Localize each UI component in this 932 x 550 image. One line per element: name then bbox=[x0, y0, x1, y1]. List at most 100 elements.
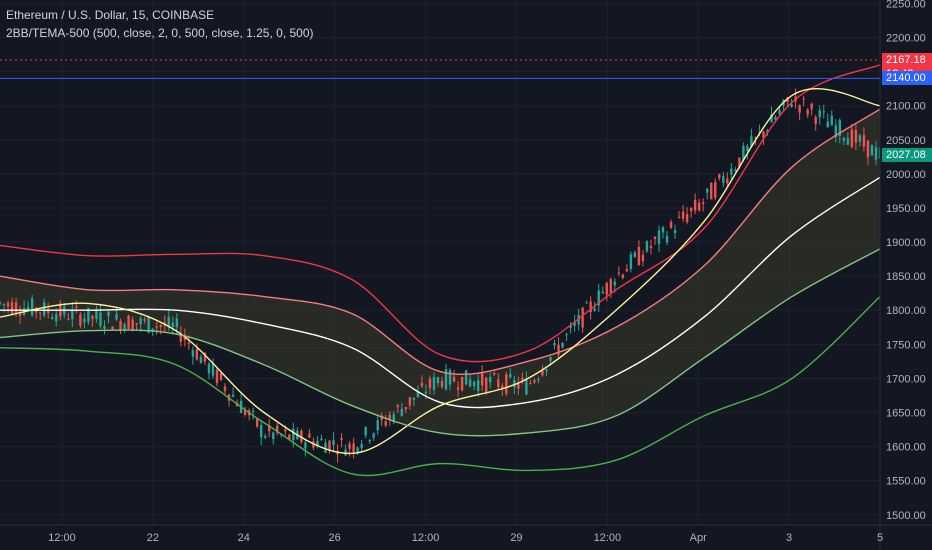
candle-body bbox=[645, 241, 649, 252]
candle-body bbox=[332, 440, 335, 446]
candle-body bbox=[147, 316, 150, 333]
candle-body bbox=[525, 379, 528, 395]
y-tick-label: 2050.00 bbox=[886, 135, 926, 147]
alert-line-price-tag[interactable]: 2140.00 bbox=[882, 71, 932, 86]
candle-body bbox=[195, 349, 199, 360]
candle-body bbox=[589, 301, 592, 313]
candle-body bbox=[750, 136, 753, 147]
candle-body bbox=[272, 432, 275, 439]
candle-body bbox=[444, 369, 448, 390]
indicator-line-5 bbox=[0, 296, 881, 477]
candle-body bbox=[742, 145, 745, 161]
indicator-line-3 bbox=[0, 87, 881, 455]
candle-body bbox=[637, 246, 641, 266]
candle-body bbox=[846, 138, 850, 145]
candle-body bbox=[139, 318, 142, 325]
candle-body bbox=[866, 140, 870, 158]
candle-body bbox=[830, 115, 833, 126]
candle-body bbox=[625, 268, 629, 272]
candle-body bbox=[107, 311, 110, 317]
candle-body bbox=[597, 290, 600, 306]
indicator-line-1 bbox=[0, 108, 881, 375]
candle-body bbox=[681, 211, 685, 219]
candle-body bbox=[489, 377, 492, 383]
candle-body bbox=[613, 281, 616, 286]
y-tick-label: 1900.00 bbox=[886, 237, 926, 249]
candle-body bbox=[476, 380, 480, 391]
candle-body bbox=[179, 334, 183, 342]
x-tick-label: 24 bbox=[238, 532, 250, 544]
candle-body bbox=[653, 236, 657, 239]
candle-body bbox=[95, 310, 98, 319]
candle-body bbox=[673, 229, 677, 234]
candle-body bbox=[762, 131, 765, 138]
candle-body bbox=[207, 363, 211, 374]
candle-body bbox=[388, 414, 391, 419]
y-tick-label: 1700.00 bbox=[886, 373, 926, 385]
candle-body bbox=[464, 370, 468, 385]
candle-body bbox=[83, 318, 86, 323]
y-tick-label: 2200.00 bbox=[886, 33, 926, 45]
candle-body bbox=[497, 379, 500, 388]
candle-body bbox=[103, 326, 106, 329]
candle-body bbox=[428, 378, 432, 388]
candle-body bbox=[633, 252, 637, 257]
candle-body bbox=[697, 202, 701, 211]
candle-body bbox=[55, 313, 58, 322]
candle-body bbox=[10, 302, 14, 314]
candle-body bbox=[167, 316, 170, 328]
x-tick-label: 3 bbox=[786, 532, 792, 544]
candle-body bbox=[452, 376, 456, 382]
indicator-line-0 bbox=[0, 64, 881, 363]
y-tick-label: 1550.00 bbox=[886, 476, 926, 488]
candle-body bbox=[842, 137, 846, 141]
candle-body bbox=[316, 440, 319, 447]
candle-body bbox=[91, 315, 94, 319]
candle-body bbox=[300, 430, 303, 442]
candle-body bbox=[472, 381, 476, 387]
candle-body bbox=[485, 377, 488, 392]
candle-body bbox=[43, 302, 46, 316]
candle-body bbox=[565, 334, 568, 336]
candle-body bbox=[14, 302, 18, 313]
candle-body bbox=[67, 318, 70, 320]
candle-body bbox=[581, 307, 584, 328]
candle-body bbox=[814, 117, 817, 124]
candle-body bbox=[344, 449, 347, 456]
candle-body bbox=[585, 302, 588, 304]
x-tick-label: 26 bbox=[329, 532, 341, 544]
candle-body bbox=[734, 169, 737, 171]
time-axis[interactable] bbox=[0, 525, 932, 550]
candle-body bbox=[364, 426, 367, 436]
candle-body bbox=[384, 421, 387, 426]
x-tick-label: 12:00 bbox=[48, 532, 76, 544]
candle-body bbox=[30, 298, 34, 316]
candle-body bbox=[288, 434, 291, 440]
candle-body bbox=[718, 174, 721, 179]
y-tick-label: 1850.00 bbox=[886, 271, 926, 283]
price-axis[interactable] bbox=[880, 0, 932, 550]
candle-body bbox=[480, 372, 484, 386]
candle-body bbox=[874, 147, 878, 160]
candle-body bbox=[677, 216, 681, 218]
candle-body bbox=[509, 373, 512, 378]
candle-body bbox=[404, 406, 408, 410]
candle-body bbox=[561, 342, 564, 348]
candle-body bbox=[533, 380, 536, 383]
candle-body bbox=[259, 424, 263, 438]
candle-body bbox=[276, 425, 279, 433]
indicator-line-4 bbox=[0, 248, 881, 437]
candle-body bbox=[211, 363, 215, 376]
candle-body bbox=[493, 373, 496, 375]
candle-body bbox=[284, 429, 287, 432]
candle-body bbox=[143, 319, 146, 321]
candle-body bbox=[822, 111, 825, 113]
candle-body bbox=[440, 381, 444, 387]
candle-body bbox=[119, 320, 122, 330]
candle-body bbox=[432, 377, 436, 390]
candle-body bbox=[356, 447, 359, 453]
candle-body bbox=[850, 129, 854, 147]
candle-body bbox=[609, 279, 612, 293]
